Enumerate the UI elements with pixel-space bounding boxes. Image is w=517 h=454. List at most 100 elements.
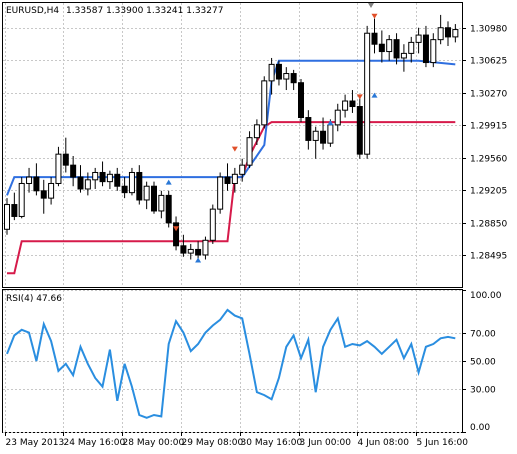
- candle: [128, 167, 135, 196]
- candle: [173, 216, 180, 251]
- buy-arrow-icon: [195, 257, 202, 263]
- candle-body: [70, 164, 77, 178]
- candle-body: [437, 27, 444, 41]
- candle: [143, 181, 150, 210]
- candle-body: [430, 39, 437, 64]
- candle: [77, 165, 84, 193]
- candle-body: [209, 208, 216, 241]
- sell-arrow-icon: [356, 94, 363, 100]
- candle-body: [422, 34, 429, 64]
- rsi-tick-label: 0.00: [470, 423, 490, 433]
- candle-body: [378, 43, 385, 53]
- candle-body: [334, 109, 341, 126]
- time-tick-label: 29 May 08:00: [182, 438, 244, 448]
- candle: [239, 158, 246, 182]
- price-tick-label: 1.29205: [470, 187, 507, 197]
- candle: [342, 94, 349, 118]
- candle: [99, 161, 106, 187]
- candle: [430, 33, 437, 68]
- candle-body: [290, 73, 297, 84]
- candle-body: [136, 171, 143, 201]
- candle: [415, 27, 422, 54]
- candle: [364, 25, 371, 159]
- svg-text:EURUSD,H4 1.33587 1.3390: EURUSD,H4 1.33587 1.33900 1.33241 1.3327…: [6, 6, 223, 16]
- chart-symbol: EURUSD,H4: [6, 6, 59, 16]
- candle: [378, 30, 385, 63]
- time-tick-label: 3 Jun 00:00: [300, 438, 352, 448]
- candle: [386, 35, 393, 61]
- candle: [92, 167, 99, 189]
- candle-body: [26, 176, 33, 184]
- candle: [70, 155, 77, 187]
- candle: [40, 179, 47, 214]
- candle-body: [224, 176, 231, 184]
- candle: [217, 172, 224, 214]
- candle-body: [33, 176, 40, 192]
- candle-body: [106, 173, 113, 183]
- candle: [312, 126, 319, 159]
- candle: [268, 57, 275, 95]
- candle-body: [99, 171, 106, 183]
- candle-body: [195, 248, 202, 256]
- candle: [187, 243, 194, 260]
- candle: [408, 36, 415, 63]
- candle: [320, 117, 327, 150]
- price-tick-label: 1.28495: [470, 252, 507, 262]
- candle-body: [364, 32, 371, 155]
- candle-body: [55, 153, 62, 184]
- price-tick-label: 1.30270: [470, 90, 507, 100]
- candle: [26, 167, 33, 193]
- candle-body: [246, 137, 253, 166]
- candle: [151, 181, 157, 214]
- candle: [275, 60, 282, 86]
- candle-body: [202, 239, 209, 256]
- price-tick-label: 1.30980: [470, 25, 507, 35]
- candle-body: [415, 34, 422, 43]
- candle: [400, 44, 407, 72]
- candle-body: [386, 39, 393, 53]
- candle: [224, 163, 231, 191]
- candle-body: [165, 194, 172, 224]
- time-tick-label: 4 Jun 08:00: [358, 438, 410, 448]
- chart-shift-marker[interactable]: [368, 3, 374, 8]
- candle: [334, 103, 341, 132]
- candle-body: [62, 153, 69, 166]
- candle-body: [114, 173, 121, 187]
- price-tick-label: 1.29560: [470, 155, 507, 165]
- time-tick-label: 5 Jun 16:00: [417, 438, 469, 448]
- rsi-tick-label: 100.00: [470, 291, 502, 301]
- candle-body: [356, 106, 363, 155]
- candle: [48, 177, 55, 205]
- candle-body: [253, 124, 260, 139]
- rsi-tick-label: 50.00: [470, 358, 496, 368]
- candle-body: [151, 185, 157, 212]
- candle-body: [11, 204, 18, 217]
- candle-body: [320, 130, 327, 144]
- candle-body: [180, 245, 187, 254]
- candle-body: [298, 82, 304, 119]
- candle-body: [327, 124, 334, 144]
- signal-arrows: [165, 13, 378, 263]
- candle-body: [77, 176, 84, 190]
- candle: [290, 69, 297, 91]
- candle: [33, 163, 40, 196]
- buy-arrow-icon: [327, 120, 334, 126]
- candle: [298, 79, 304, 123]
- time-tick-label: 24 May 16:00: [64, 438, 126, 448]
- candle: [283, 67, 290, 91]
- candle-body: [239, 164, 246, 175]
- candle-body: [40, 190, 47, 199]
- candle-body: [452, 29, 459, 38]
- time-tick-label: 30 May 16:00: [241, 438, 303, 448]
- candle-body: [231, 173, 238, 184]
- chart-header: EURUSD,H4 1.33587 1.33900 1.33241 1.3327…: [6, 6, 223, 16]
- sell-arrow-icon: [173, 226, 180, 232]
- candle: [356, 97, 363, 159]
- candle-body: [371, 32, 378, 45]
- candle-body: [349, 100, 356, 108]
- sell-arrow-icon: [371, 13, 378, 19]
- candle-body: [408, 41, 415, 54]
- candle: [180, 234, 187, 257]
- candle: [84, 172, 91, 196]
